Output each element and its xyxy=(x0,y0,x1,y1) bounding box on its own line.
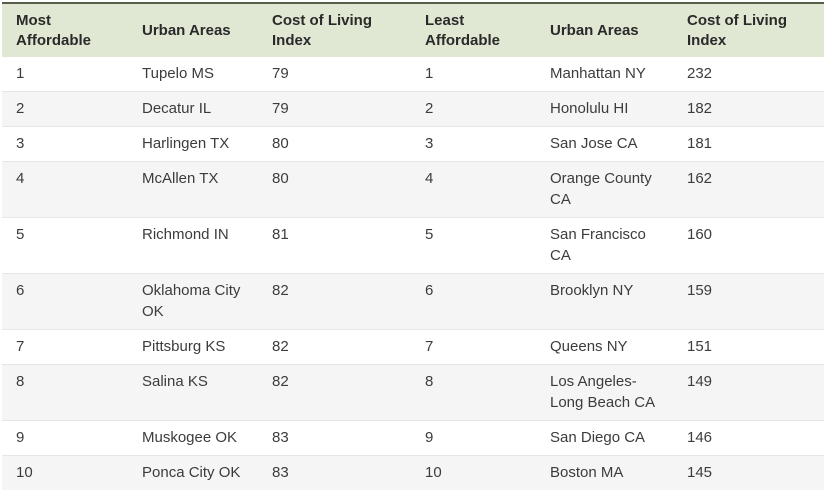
least-rank-cell: 2 xyxy=(411,91,536,127)
most-cost-index-cell: 83 xyxy=(258,420,411,456)
least-rank-cell: 4 xyxy=(411,161,536,218)
least-urban-area-cell: Manhattan NY xyxy=(550,65,646,82)
most-cost-index-cell: 82 xyxy=(258,273,411,330)
most-cost-index-cell: 79 xyxy=(272,65,289,82)
table-body: 1 Tupelo MS 79 1 Manhattan NY 232 2 Deca… xyxy=(2,57,824,490)
table-row: 10 Ponca City OK 83 10 Boston MA 145 xyxy=(2,455,824,490)
header-most-affordable: Most Affordable xyxy=(2,3,128,57)
most-urban-area-cell: Richmond IN xyxy=(128,217,258,274)
most-urban-area-cell: Decatur IL xyxy=(128,91,258,127)
least-rank-cell: 8 xyxy=(411,364,536,421)
table-row: 4 McAllen TX 80 4 Orange County CA 162 xyxy=(2,161,824,218)
most-rank-cell: 10 xyxy=(2,455,128,490)
header-least-affordable: Least Affordable xyxy=(411,3,536,57)
table-row: 1 Tupelo MS 79 1 Manhattan NY 232 xyxy=(2,57,824,92)
most-rank-cell: 5 xyxy=(2,217,128,274)
table-row: 2 Decatur IL 79 2 Honolulu HI 182 xyxy=(2,91,824,127)
table-row: 5 Richmond IN 81 5 San Francisco CA 160 xyxy=(2,217,824,274)
table-header: Most Affordable Urban Areas Cost of Livi… xyxy=(2,3,824,57)
most-rank-cell: 2 xyxy=(2,91,128,127)
least-rank-cell: 7 xyxy=(411,329,536,365)
least-cost-index-cell: 232 xyxy=(687,65,713,82)
least-urban-area-cell: Los Angeles-Long Beach CA xyxy=(536,364,673,421)
most-cost-index-cell: 79 xyxy=(258,91,411,127)
least-urban-area-cell: Orange County CA xyxy=(536,161,673,218)
most-rank-cell: 6 xyxy=(2,273,128,330)
least-cost-index-cell: 151 xyxy=(673,329,824,365)
table-row: 7 Pittsburg KS 82 7 Queens NY 151 xyxy=(2,329,824,365)
least-cost-index-cell: 159 xyxy=(673,273,824,330)
most-cost-index-cell: 81 xyxy=(258,217,411,274)
least-rank-cell: 1 xyxy=(425,65,434,82)
header-row: Most Affordable Urban Areas Cost of Livi… xyxy=(2,3,824,57)
least-rank-cell: 9 xyxy=(411,420,536,456)
most-urban-area-cell: Ponca City OK xyxy=(128,455,258,490)
most-rank-cell: 7 xyxy=(2,329,128,365)
most-cost-index-cell: 83 xyxy=(258,455,411,490)
least-cost-index-cell: 162 xyxy=(673,161,824,218)
least-cost-index-cell: 149 xyxy=(673,364,824,421)
least-cost-index-cell: 146 xyxy=(673,420,824,456)
table-row: 6 Oklahoma City OK 82 6 Brooklyn NY 159 xyxy=(2,273,824,330)
header-cost-index-most: Cost of Living Index xyxy=(258,3,411,57)
table-row: 8 Salina KS 82 8 Los Angeles-Long Beach … xyxy=(2,364,824,421)
least-urban-area-cell: Queens NY xyxy=(536,329,673,365)
most-rank-cell: 1 xyxy=(16,65,25,82)
most-urban-area-cell: McAllen TX xyxy=(128,161,258,218)
most-cost-index-cell: 80 xyxy=(258,161,411,218)
most-cost-index-cell: 82 xyxy=(258,329,411,365)
most-urban-area-cell: Salina KS xyxy=(128,364,258,421)
most-cost-index-cell: 82 xyxy=(258,364,411,421)
least-rank-cell: 6 xyxy=(411,273,536,330)
least-cost-index-cell: 145 xyxy=(673,455,824,490)
least-urban-area-cell: Boston MA xyxy=(536,455,673,490)
header-urban-areas-most: Urban Areas xyxy=(128,3,258,57)
most-urban-area-cell: Muskogee OK xyxy=(128,420,258,456)
most-rank-cell: 3 xyxy=(2,126,128,162)
most-rank-cell: 9 xyxy=(2,420,128,456)
least-cost-index-cell: 181 xyxy=(673,126,824,162)
most-rank-cell: 4 xyxy=(2,161,128,218)
most-cost-index-cell: 80 xyxy=(258,126,411,162)
least-cost-index-cell: 182 xyxy=(673,91,824,127)
least-rank-cell: 10 xyxy=(411,455,536,490)
least-urban-area-cell: San Jose CA xyxy=(536,126,673,162)
most-urban-area-cell: Harlingen TX xyxy=(128,126,258,162)
least-cost-index-cell: 160 xyxy=(673,217,824,274)
most-urban-area-cell: Pittsburg KS xyxy=(128,329,258,365)
header-cost-index-least: Cost of Living Index xyxy=(673,3,824,57)
most-urban-area-cell: Tupelo MS xyxy=(142,65,214,82)
least-rank-cell: 3 xyxy=(411,126,536,162)
header-urban-areas-least: Urban Areas xyxy=(536,3,673,57)
least-urban-area-cell: San Diego CA xyxy=(536,420,673,456)
least-rank-cell: 5 xyxy=(411,217,536,274)
most-rank-cell: 8 xyxy=(2,364,128,421)
least-urban-area-cell: San Francisco CA xyxy=(536,217,673,274)
most-urban-area-cell: Oklahoma City OK xyxy=(128,273,258,330)
least-urban-area-cell: Honolulu HI xyxy=(536,91,673,127)
table-row: 3 Harlingen TX 80 3 San Jose CA 181 xyxy=(2,126,824,162)
table-row: 9 Muskogee OK 83 9 San Diego CA 146 xyxy=(2,420,824,456)
least-urban-area-cell: Brooklyn NY xyxy=(536,273,673,330)
